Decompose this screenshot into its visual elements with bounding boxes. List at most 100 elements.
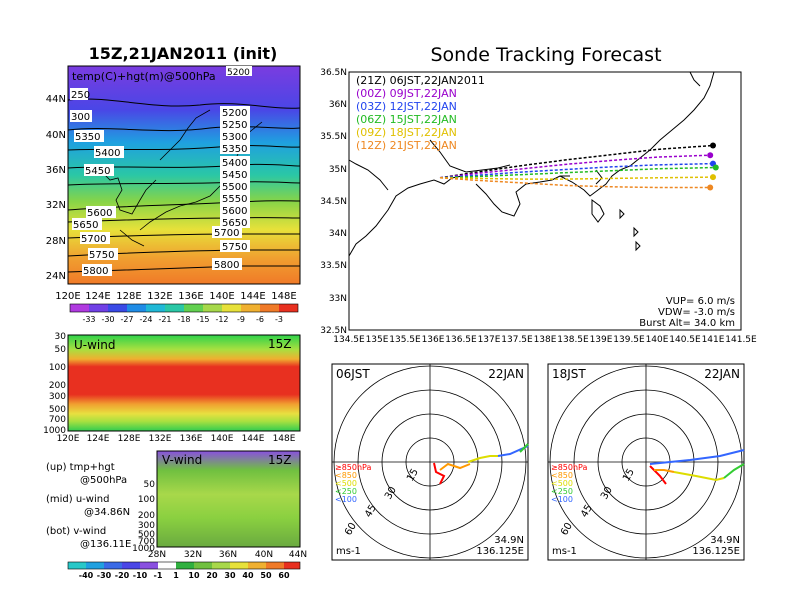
x-tick-label: 136E <box>180 434 203 444</box>
contour-label: 5600 <box>222 206 247 217</box>
lat-tick-label: 40N <box>46 130 66 141</box>
y-tick-label: 36N <box>329 100 347 110</box>
hodo-lon: 136.125E <box>692 546 740 557</box>
contour-label: 5750 <box>222 242 247 253</box>
vwind-panel: V-wind 15Z 50 100 200 300 500 700 1000 2… <box>67 450 307 580</box>
track-endpoint-0 <box>710 142 716 149</box>
note-bot-2: @136.11E <box>80 539 131 550</box>
level-label: <250 <box>335 487 357 496</box>
hodo-date: 22JAN <box>488 367 524 381</box>
vwind-colorbar-ticks: -40 -30 -20 -10 -1 1 10 20 30 40 50 60 <box>79 571 290 580</box>
level-label: <500 <box>335 479 357 488</box>
contour-label: 5650 <box>73 220 98 231</box>
hodograph-trace <box>433 443 529 485</box>
map-lat-ticks: 44N 40N 36N 32N 28N 24N <box>46 94 66 282</box>
track-x-ticks: 134.5E 135E 135.5E 136E 136.5E 137E 137.… <box>333 335 757 345</box>
x-tick-label: 136.5E <box>445 335 477 345</box>
contour-label: 300 <box>71 112 90 123</box>
colorbar-tick: -20 <box>115 571 130 580</box>
lat-tick-label: 32N <box>46 200 66 211</box>
map-title: 15Z,21JAN2011 (init) <box>89 44 278 63</box>
track-y-ticks: 36.5N 36N 35.5N 35N 34.5N 34N 33.5N 33N … <box>320 68 347 336</box>
x-tick-label: 137.5E <box>501 335 533 345</box>
uwind-y-ticks: 30 50 100 200 300 500 700 1000 <box>43 332 66 436</box>
lon-tick-label: 140E <box>209 291 234 302</box>
hodo-unit: ms-1 <box>552 546 577 557</box>
vup-text: VUP= 6.0 m/s <box>666 296 735 307</box>
x-tick-label: 141.5E <box>725 335 757 345</box>
x-tick-label: 36N <box>219 550 237 560</box>
x-tick-label: 138E <box>534 335 557 345</box>
y-tick-label: 35.5N <box>320 132 347 142</box>
contour-label: 5450 <box>222 170 247 181</box>
contour-labels-left: 250 300 5350 5400 5450 5600 5650 5700 57… <box>70 88 124 277</box>
colorbar-tick: -27 <box>120 315 133 324</box>
level-label: ≥850hPa <box>335 463 372 472</box>
x-tick-label: 40N <box>255 550 273 560</box>
temp-colorbar <box>69 303 299 313</box>
track-endpoint-5 <box>707 184 714 191</box>
x-tick-label: 28N <box>148 550 166 560</box>
colorbar-tick: 30 <box>224 571 236 580</box>
y-tick-label: 200 <box>138 511 155 521</box>
track-info: VUP= 6.0 m/s VDW= -3.0 m/s Burst Alt= 34… <box>639 296 735 329</box>
hodo-date: 22JAN <box>704 367 740 381</box>
contour-label: 5200 <box>227 68 250 78</box>
x-tick-label: 144E <box>242 434 265 444</box>
lon-tick-label: 136E <box>178 291 203 302</box>
contour-label: 5700 <box>81 234 106 245</box>
track-line-3 <box>439 166 716 179</box>
colorbar-tick: -1 <box>154 571 163 580</box>
x-tick-label: 135E <box>366 335 389 345</box>
y-tick-label: 36.5N <box>320 68 347 78</box>
contour-labels-right: 5200 5250 5300 5350 5400 5450 5500 5550 … <box>212 106 250 271</box>
y-tick-label: 33N <box>329 294 347 304</box>
burst-text: Burst Alt= 34.0 km <box>639 318 735 329</box>
map-lon-ticks: 120E 124E 128E 132E 136E 140E 144E 148E <box>55 291 296 302</box>
y-tick-label: 100 <box>138 495 155 505</box>
y-tick-label: 30 <box>55 332 67 342</box>
hodo-lon: 136.125E <box>476 546 524 557</box>
temp-map-panel: temp(C)+hgt(m)@500hPa 5200 5250 5300 535… <box>46 65 301 324</box>
map-inset-label: temp(C)+hgt(m)@500hPa <box>72 70 216 83</box>
hodograph-trace <box>649 449 745 485</box>
colorbar-tick: 60 <box>278 571 290 580</box>
colorbar-tick: -30 <box>97 571 112 580</box>
x-tick-label: 124E <box>87 434 110 444</box>
colorbar-tick: 20 <box>206 571 218 580</box>
vwind-y-ticks: 50 100 200 300 500 700 1000 <box>132 480 155 554</box>
note-mid-1: (mid) u-wind <box>46 494 109 505</box>
level-label: ≥850hPa <box>551 463 588 472</box>
hodo-lat: 34.9N <box>494 535 524 546</box>
track-legend: (21Z) 06JST,22JAN2011 (00Z) 09JST,22JAN … <box>356 74 485 152</box>
y-tick-label: 700 <box>138 537 155 547</box>
y-tick-label: 33.5N <box>320 261 347 271</box>
track-legend-item: (12Z) 21JST,22JAN <box>356 139 457 152</box>
level-label: <850 <box>551 471 573 480</box>
uwind-x-ticks: 120E 124E 128E 132E 136E 140E 144E 148E <box>57 434 296 444</box>
vwind-field <box>157 451 300 547</box>
y-tick-label: 35N <box>329 165 347 175</box>
colorbar-tick: -15 <box>196 315 209 324</box>
colorbar-tick: -30 <box>101 315 114 324</box>
track-frame <box>348 71 742 331</box>
contour-label: 5350 <box>222 144 247 155</box>
contour-label: 5250 <box>222 120 247 131</box>
colorbar-tick: 10 <box>188 571 200 580</box>
colorbar-tick: -40 <box>79 571 94 580</box>
x-tick-label: 120E <box>57 434 80 444</box>
track-line-2 <box>439 162 714 179</box>
track-legend-item: (00Z) 09JST,22JAN <box>356 87 457 100</box>
contour-label: 5350 <box>75 132 100 143</box>
y-tick-label: 1000 <box>43 426 66 436</box>
x-tick-label: 139E <box>590 335 613 345</box>
lat-tick-label: 44N <box>46 94 66 105</box>
note-mid-2: @34.86N <box>84 507 130 518</box>
hodo-unit: ms-1 <box>336 546 361 557</box>
y-tick-label: 200 <box>49 381 66 391</box>
lat-tick-label: 28N <box>46 236 66 247</box>
level-label: <850 <box>335 471 357 480</box>
x-tick-label: 140E <box>211 434 234 444</box>
colorbar-tick: -10 <box>133 571 148 580</box>
